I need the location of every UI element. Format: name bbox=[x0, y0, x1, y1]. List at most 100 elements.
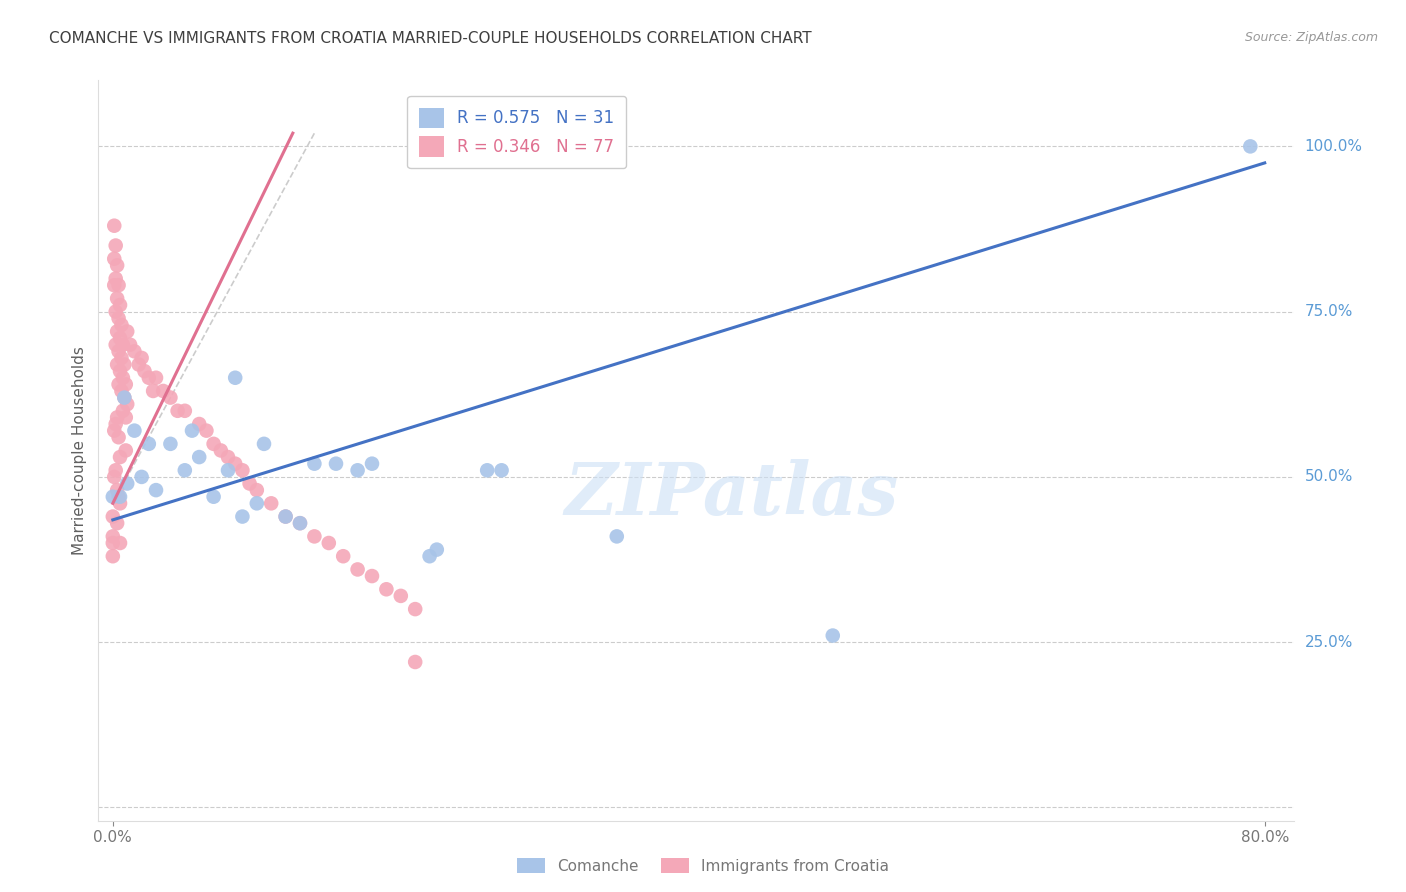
Point bbox=[361, 569, 384, 583]
Point bbox=[112, 391, 135, 405]
Point bbox=[101, 549, 124, 564]
Point bbox=[104, 238, 127, 252]
Point bbox=[181, 424, 204, 438]
Point bbox=[419, 549, 441, 564]
Point bbox=[110, 318, 132, 332]
Point bbox=[231, 509, 253, 524]
Text: Source: ZipAtlas.com: Source: ZipAtlas.com bbox=[1244, 31, 1378, 45]
Point bbox=[217, 450, 239, 464]
Point bbox=[131, 351, 153, 365]
Point bbox=[105, 325, 128, 339]
Point bbox=[260, 496, 283, 510]
Point bbox=[110, 351, 132, 365]
Point bbox=[115, 397, 138, 411]
Point bbox=[114, 377, 136, 392]
Point bbox=[108, 298, 131, 312]
Point bbox=[111, 404, 134, 418]
Point bbox=[202, 437, 225, 451]
Point bbox=[477, 463, 499, 477]
Point bbox=[173, 463, 195, 477]
Point bbox=[246, 483, 269, 497]
Point bbox=[104, 417, 127, 431]
Point bbox=[110, 384, 132, 398]
Point bbox=[103, 252, 125, 266]
Point bbox=[108, 450, 131, 464]
Point bbox=[108, 490, 131, 504]
Point bbox=[224, 457, 246, 471]
Point bbox=[231, 463, 253, 477]
Point bbox=[120, 337, 142, 351]
Point bbox=[304, 457, 326, 471]
Point bbox=[107, 311, 129, 326]
Point bbox=[134, 364, 156, 378]
Point bbox=[111, 370, 134, 384]
Point bbox=[325, 457, 347, 471]
Point bbox=[491, 463, 513, 477]
Point bbox=[274, 509, 297, 524]
Text: 75.0%: 75.0% bbox=[1305, 304, 1353, 319]
Point bbox=[188, 417, 211, 431]
Point bbox=[159, 391, 181, 405]
Point bbox=[224, 370, 246, 384]
Point bbox=[114, 410, 136, 425]
Point bbox=[209, 443, 232, 458]
Point bbox=[173, 404, 195, 418]
Point bbox=[101, 536, 124, 550]
Point bbox=[389, 589, 412, 603]
Point bbox=[375, 582, 398, 597]
Point bbox=[108, 536, 131, 550]
Point bbox=[104, 463, 127, 477]
Text: 50.0%: 50.0% bbox=[1305, 469, 1353, 484]
Point bbox=[138, 370, 160, 384]
Point bbox=[124, 344, 146, 359]
Point bbox=[304, 529, 326, 543]
Point bbox=[107, 278, 129, 293]
Text: 25.0%: 25.0% bbox=[1305, 635, 1353, 649]
Point bbox=[107, 430, 129, 444]
Point bbox=[404, 655, 426, 669]
Point bbox=[107, 344, 129, 359]
Point bbox=[195, 424, 218, 438]
Point bbox=[246, 496, 269, 510]
Point bbox=[1239, 139, 1261, 153]
Point bbox=[159, 437, 181, 451]
Point bbox=[426, 542, 449, 557]
Text: COMANCHE VS IMMIGRANTS FROM CROATIA MARRIED-COUPLE HOUSEHOLDS CORRELATION CHART: COMANCHE VS IMMIGRANTS FROM CROATIA MARR… bbox=[49, 31, 811, 46]
Point bbox=[103, 424, 125, 438]
Point bbox=[346, 562, 368, 576]
Text: ZIPatlas: ZIPatlas bbox=[565, 459, 898, 531]
Point bbox=[131, 470, 153, 484]
Point bbox=[112, 358, 135, 372]
Point bbox=[103, 278, 125, 293]
Point bbox=[166, 404, 188, 418]
Point bbox=[101, 509, 124, 524]
Point bbox=[115, 325, 138, 339]
Point bbox=[114, 443, 136, 458]
Point bbox=[108, 364, 131, 378]
Point bbox=[112, 391, 135, 405]
Point bbox=[101, 490, 124, 504]
Point bbox=[107, 377, 129, 392]
Point bbox=[104, 337, 127, 351]
Point bbox=[108, 331, 131, 345]
Point bbox=[145, 483, 167, 497]
Point bbox=[115, 476, 138, 491]
Point bbox=[288, 516, 311, 531]
Point bbox=[288, 516, 311, 531]
Point bbox=[108, 496, 131, 510]
Point bbox=[145, 370, 167, 384]
Legend: Comanche, Immigrants from Croatia: Comanche, Immigrants from Croatia bbox=[510, 852, 896, 880]
Point bbox=[103, 470, 125, 484]
Point bbox=[253, 437, 276, 451]
Text: 100.0%: 100.0% bbox=[1305, 139, 1362, 154]
Point bbox=[105, 516, 128, 531]
Point bbox=[138, 437, 160, 451]
Point bbox=[103, 219, 125, 233]
Point bbox=[124, 424, 146, 438]
Point bbox=[188, 450, 211, 464]
Point bbox=[202, 490, 225, 504]
Point bbox=[105, 259, 128, 273]
Point bbox=[128, 358, 150, 372]
Point bbox=[105, 410, 128, 425]
Point bbox=[332, 549, 354, 564]
